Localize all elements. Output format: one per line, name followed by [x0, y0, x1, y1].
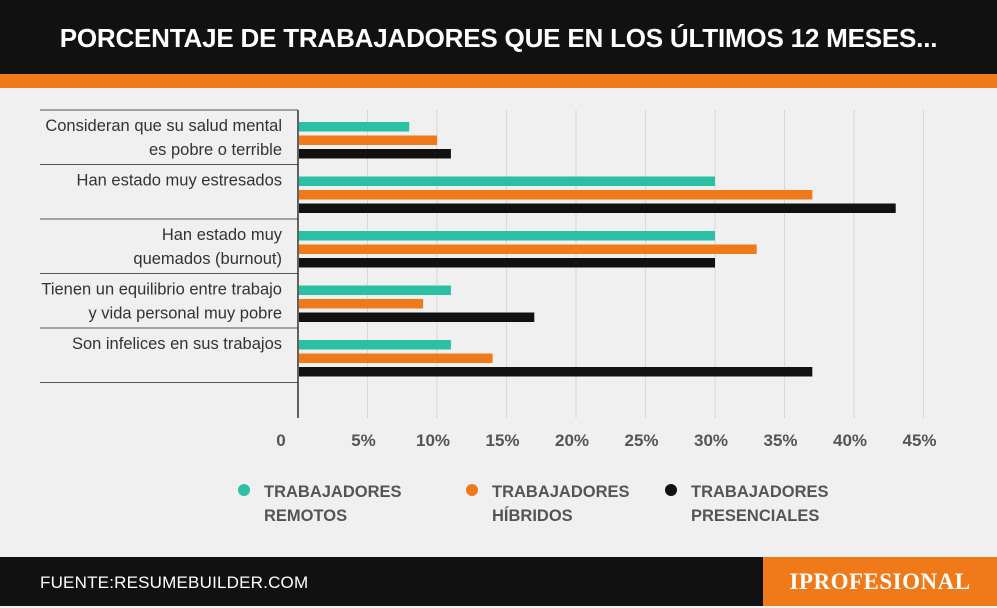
chart-title: PORCENTAJE DE TRABAJADORES QUE EN LOS ÚL… — [59, 23, 938, 53]
x-tick-label: 45% — [902, 431, 936, 450]
category-label: Tienen un equilibrio entre trabajo — [41, 281, 282, 299]
legend-label-line2: PRESENCIALES — [691, 507, 820, 525]
legend-label-line1: TRABAJADORES — [691, 483, 829, 501]
category-label: Han estado muy estresados — [77, 172, 282, 190]
bar — [299, 149, 451, 159]
bar — [299, 231, 715, 241]
x-tick-label: 10% — [416, 431, 450, 450]
category-label: Son infelices en sus trabajos — [72, 335, 282, 353]
header-bar: PORCENTAJE DE TRABAJADORES QUE EN LOS ÚL… — [0, 0, 997, 74]
brand-box: IPROFESIONAL — [763, 557, 997, 606]
category-label: Consideran que su salud mental — [45, 117, 282, 135]
legend-dot-presenciales — [665, 484, 677, 496]
legend-label-line1: TRABAJADORES — [492, 483, 630, 501]
bar — [299, 367, 813, 377]
legend-label-line2: HÍBRIDOS — [492, 507, 573, 525]
x-tick-label: 20% — [555, 431, 589, 450]
x-tick-label: 0 — [276, 431, 285, 450]
bar — [299, 312, 535, 322]
bar — [299, 122, 410, 132]
footer-bar: FUENTE:RESUMEBUILDER.COM IPROFESIONAL — [0, 557, 997, 606]
x-tick-label: 30% — [694, 431, 728, 450]
legend-dot-remotos — [238, 484, 250, 496]
bar — [299, 299, 424, 309]
bar — [299, 190, 813, 200]
x-tick-label: 25% — [624, 431, 658, 450]
bar — [299, 353, 493, 363]
bar — [299, 244, 757, 254]
bar — [299, 258, 715, 268]
legend-label-line2: REMOTOS — [264, 507, 348, 525]
category-label: es pobre o terrible — [149, 141, 282, 159]
bar — [299, 176, 715, 186]
x-tick-label: 15% — [485, 431, 519, 450]
category-label: y vida personal muy pobre — [88, 305, 282, 323]
bar — [299, 135, 437, 145]
legend-dot-hibridos — [466, 484, 478, 496]
bar — [299, 340, 451, 350]
source-text: FUENTE:RESUMEBUILDER.COM — [40, 573, 309, 592]
x-tick-label: 35% — [763, 431, 797, 450]
bar — [299, 203, 896, 213]
legend: TRABAJADORES REMOTOS TRABAJADORES HÍBRID… — [0, 472, 997, 542]
brand-logo: IPROFESIONAL — [789, 569, 971, 594]
category-label: quemados (burnout) — [133, 250, 282, 268]
accent-strip — [0, 74, 997, 88]
x-tick-label: 40% — [833, 431, 867, 450]
category-label: Han estado muy — [162, 226, 283, 244]
legend-label-line1: TRABAJADORES — [264, 483, 402, 501]
x-tick-label: 5% — [351, 431, 376, 450]
bar — [299, 285, 451, 295]
bar-chart: Consideran que su salud mental es pobre o… — [40, 109, 937, 450]
